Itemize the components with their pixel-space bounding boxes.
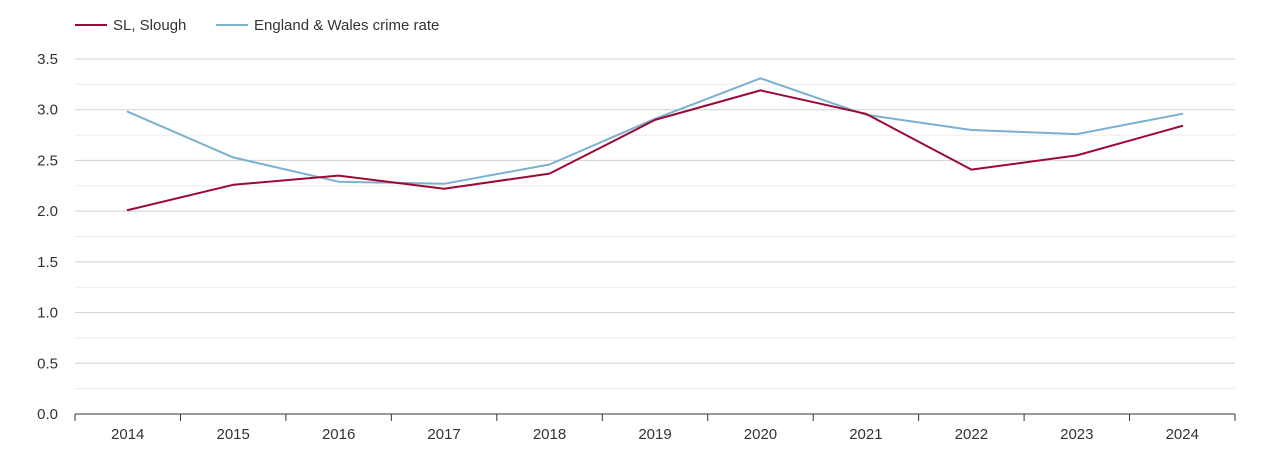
data-point[interactable] [967, 126, 975, 134]
data-point[interactable] [862, 110, 870, 118]
y-tick-label: 2.0 [37, 203, 58, 220]
y-tick-label: 3.0 [37, 102, 58, 119]
y-axis: 0.0 0.5 1.0 1.5 2.0 2.5 3.0 3.5 [37, 51, 58, 423]
y-tick-label: 0.5 [37, 355, 58, 372]
data-point[interactable] [124, 108, 132, 116]
legend-label-slough: SL, Slough [113, 17, 186, 34]
gridlines [75, 58, 1235, 390]
data-point[interactable] [546, 160, 554, 168]
x-tick-label: 2020 [744, 426, 777, 443]
data-point[interactable] [756, 74, 764, 82]
data-point[interactable] [1178, 110, 1186, 118]
x-tick-label: 2014 [111, 426, 144, 443]
y-tick-label: 1.0 [37, 305, 58, 322]
legend: SL, Slough England & Wales crime rate [75, 17, 439, 34]
y-tick-label: 2.5 [37, 152, 58, 169]
series-group [124, 74, 1186, 214]
legend-item-england-wales[interactable]: England & Wales crime rate [216, 17, 439, 34]
data-point[interactable] [1073, 151, 1081, 159]
data-point[interactable] [651, 116, 659, 124]
x-tick-label: 2019 [638, 426, 671, 443]
y-tick-label: 0.0 [37, 406, 58, 423]
data-point[interactable] [229, 181, 237, 189]
data-point[interactable] [1178, 122, 1186, 130]
x-tick-label: 2023 [1060, 426, 1093, 443]
y-tick-label: 3.5 [37, 51, 58, 68]
x-tick-label: 2018 [533, 426, 566, 443]
data-point[interactable] [440, 185, 448, 193]
series-line-england-wales[interactable] [126, 77, 1184, 185]
legend-label-england-wales: England & Wales crime rate [254, 17, 439, 34]
data-point[interactable] [335, 172, 343, 180]
y-tick-label: 1.5 [37, 254, 58, 271]
x-tick-label: 2015 [216, 426, 249, 443]
data-point[interactable] [756, 86, 764, 94]
data-point[interactable] [546, 170, 554, 178]
x-tick-label: 2022 [955, 426, 988, 443]
x-tick-label: 2024 [1166, 426, 1199, 443]
data-point[interactable] [1073, 130, 1081, 138]
series-line-slough[interactable] [126, 89, 1184, 212]
x-tick-label: 2017 [427, 426, 460, 443]
x-tick-label: 2021 [849, 426, 882, 443]
data-point[interactable] [967, 166, 975, 174]
legend-item-slough[interactable]: SL, Slough [75, 17, 186, 34]
data-point[interactable] [229, 153, 237, 161]
data-point[interactable] [124, 206, 132, 214]
x-axis: 2014 2015 2016 2017 2018 2019 2020 2021 2022 2023… [74, 413, 1236, 443]
x-tick-label: 2016 [322, 426, 355, 443]
